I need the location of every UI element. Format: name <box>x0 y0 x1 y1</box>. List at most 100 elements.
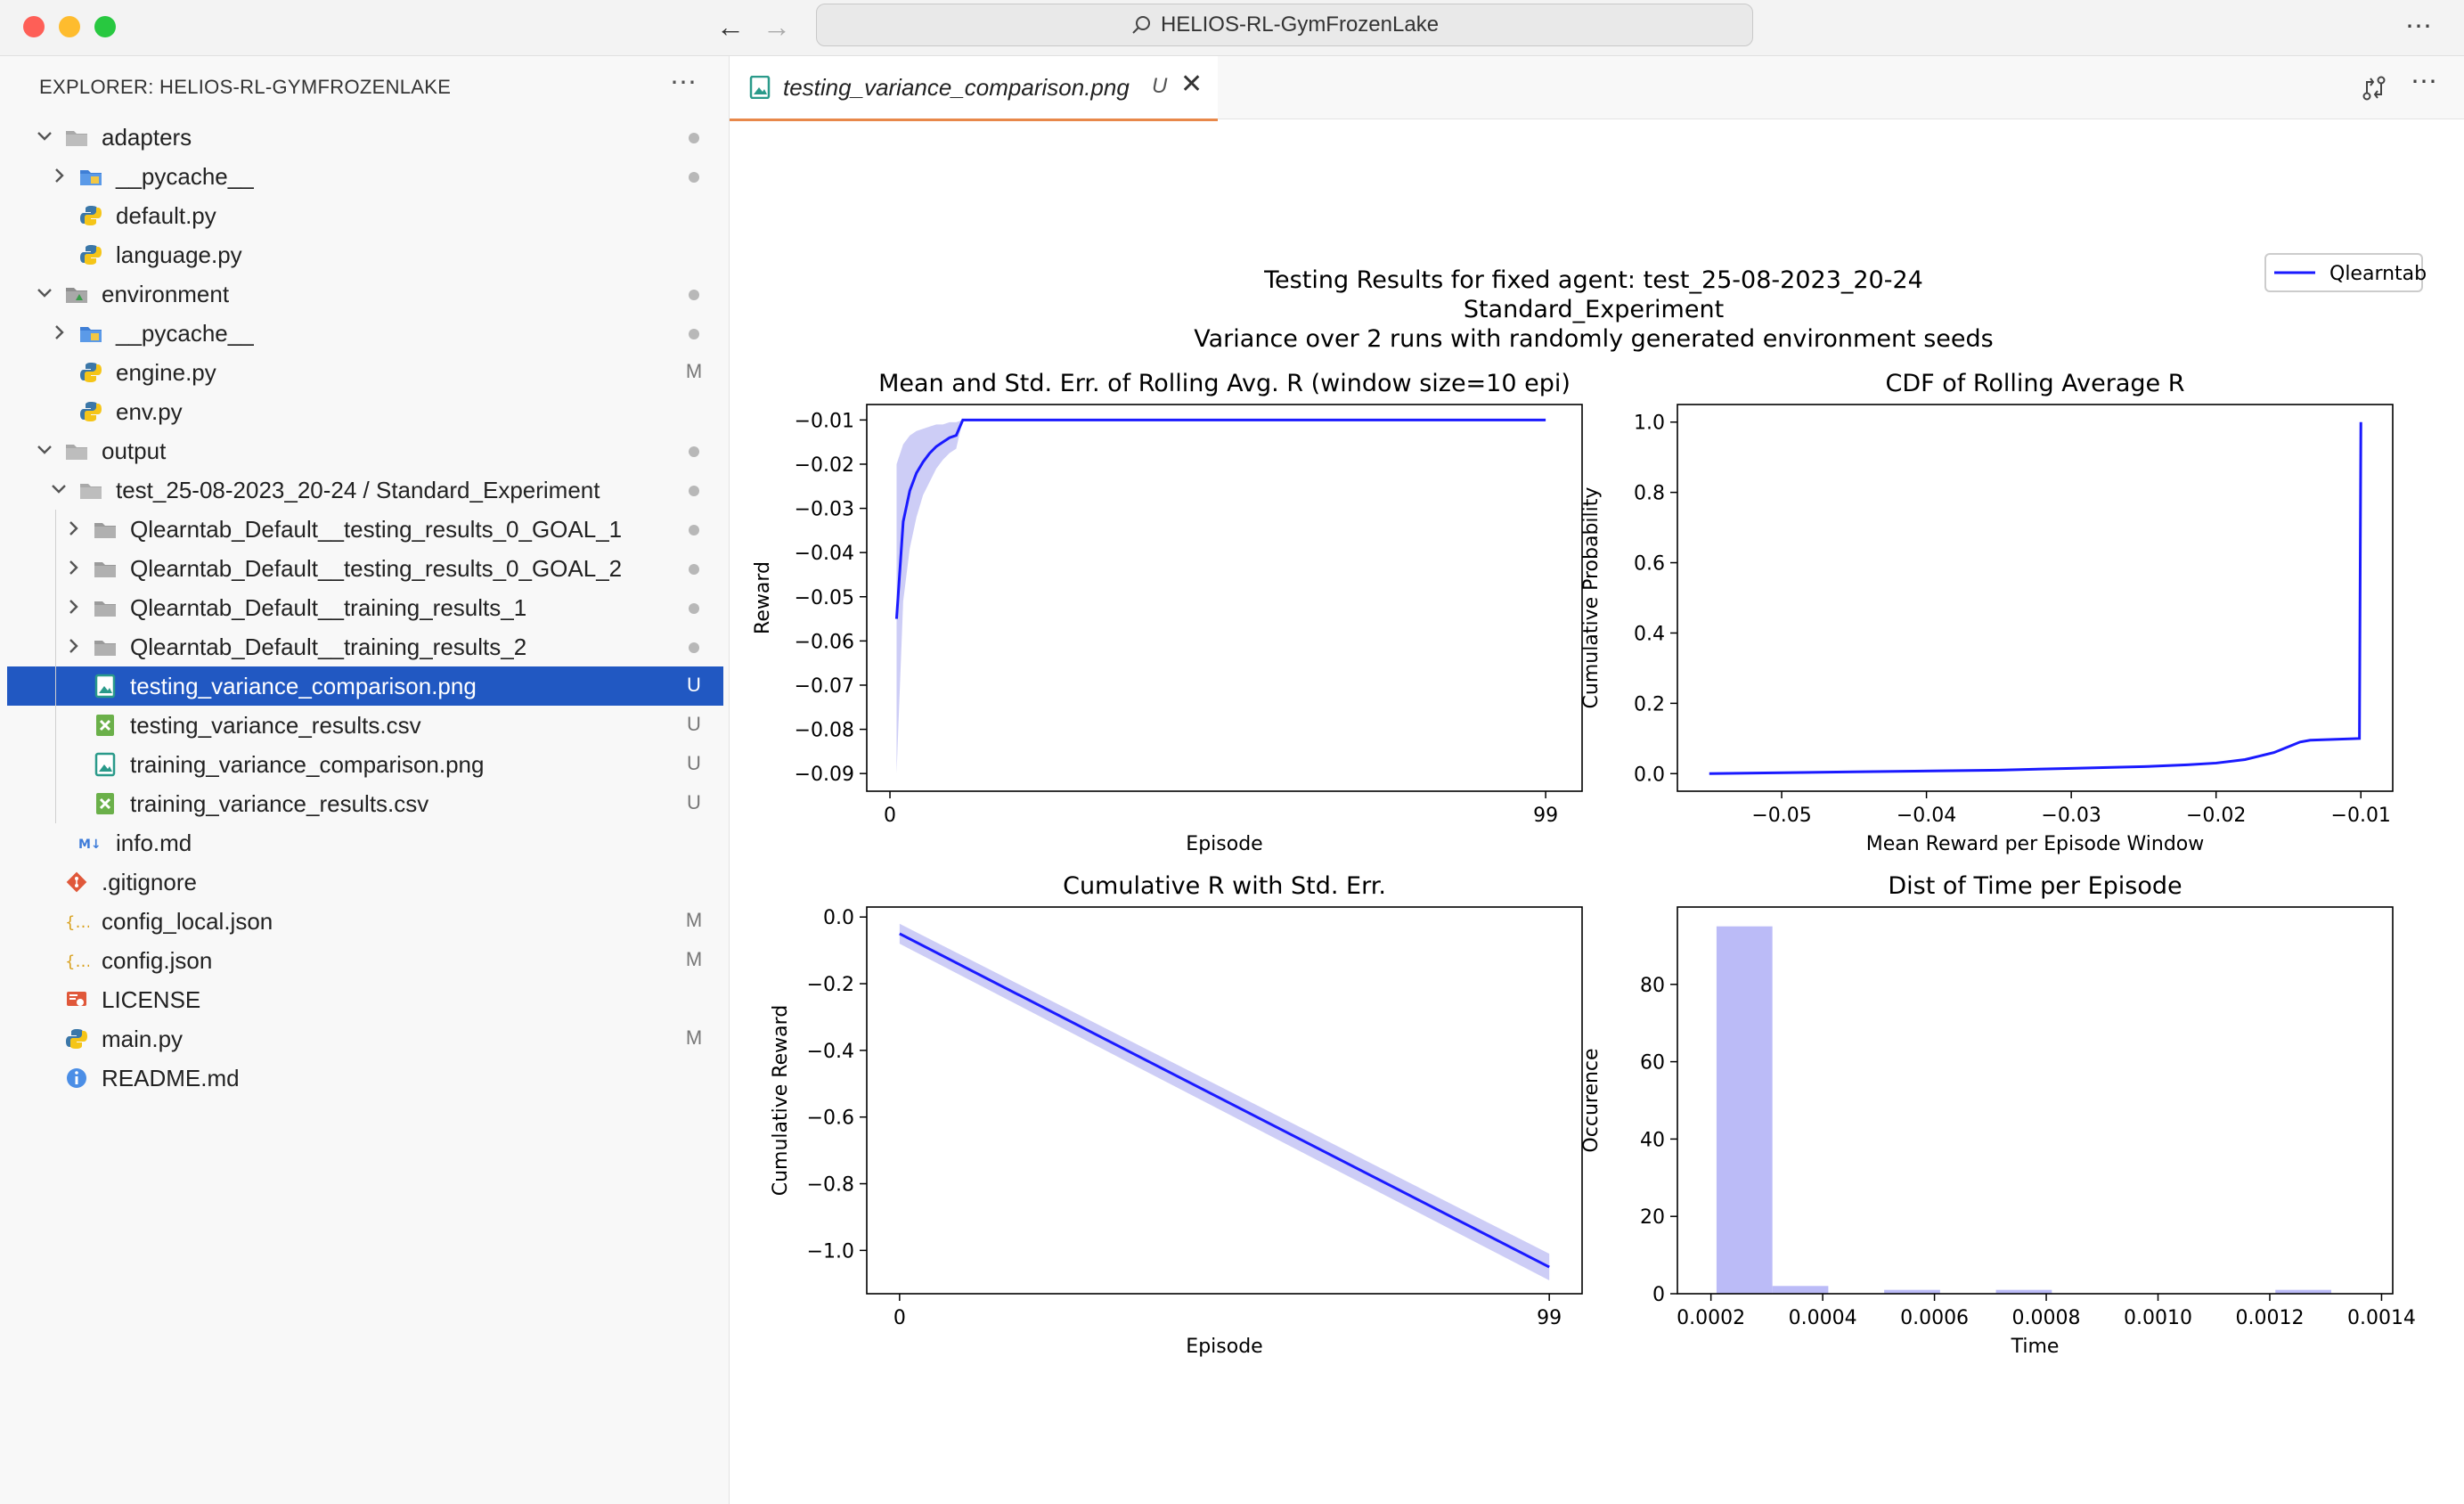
legend: Qlearntab <box>2264 253 2427 292</box>
tree-item-label: config_local.json <box>102 908 273 935</box>
folder-gray-icon <box>93 517 118 542</box>
x-tick-label: 0.0006 <box>1900 1307 1969 1329</box>
tree-item-qlearntab-default-testing-results-0-goal-1[interactable]: Qlearntab_Default__testing_results_0_GOA… <box>7 510 723 549</box>
tree-item-label: default.py <box>116 202 216 229</box>
svg-text:M↓: M↓ <box>78 838 102 852</box>
y-tick-label: −0.07 <box>795 675 854 698</box>
chevron-down-icon[interactable] <box>34 437 55 463</box>
y-tick-label: 0.4 <box>1634 623 1665 645</box>
x-tick-label: 0.0004 <box>1789 1307 1857 1329</box>
chevron-right-icon[interactable] <box>48 162 69 189</box>
tree-item-testing-variance-results-csv[interactable]: testing_variance_results.csv U <box>7 706 723 745</box>
tree-item-label: README.md <box>102 1065 240 1091</box>
chevron-right-icon[interactable] <box>62 633 84 659</box>
tree-item-config-local-json[interactable]: {…} config_local.json M <box>7 902 723 941</box>
close-window-button[interactable] <box>23 16 45 37</box>
tree-item-test-25-08-2023-20-24-standard-experiment[interactable]: test_25-08-2023_20-24 / Standard_Experim… <box>7 470 723 510</box>
tree-item-license[interactable]: LICENSE <box>7 980 723 1019</box>
histogram-bar <box>1716 926 1773 1294</box>
tree-item-label: info.md <box>116 830 192 856</box>
x-tick-label: 0.0012 <box>2235 1307 2304 1329</box>
x-axis-label: Time <box>2011 1336 2060 1358</box>
figure-title-line-1: Testing Results for fixed agent: test_25… <box>1263 266 1923 294</box>
legend-label: Qlearntab <box>2329 263 2427 285</box>
tree-item-label: output <box>102 437 167 464</box>
csv-file-icon <box>93 791 118 816</box>
x-tick-label: −0.01 <box>2331 805 2391 827</box>
tree-item-qlearntab-default-training-results-2[interactable]: Qlearntab_Default__training_results_2 <box>7 627 723 666</box>
y-tick-label: −0.4 <box>807 1041 854 1063</box>
command-center-search[interactable]: HELIOS-RL-GymFrozenLake <box>816 4 1753 46</box>
folder-blue-icon <box>78 164 103 189</box>
y-axis-label: Reward <box>752 561 774 634</box>
chevron-right-icon[interactable] <box>62 515 84 542</box>
tree-item-main-py[interactable]: main.py M <box>7 1019 723 1059</box>
more-icon[interactable]: ⋯ <box>670 68 697 97</box>
tab-status: U <box>1152 74 1168 98</box>
tree-item-readme-md[interactable]: README.md <box>7 1059 723 1098</box>
python-icon <box>78 360 103 385</box>
search-icon <box>1132 16 1150 34</box>
tree-item-pycache[interactable]: __pycache__ <box>7 157 723 196</box>
tree-item-label: engine.py <box>116 359 216 386</box>
chevron-right-icon[interactable] <box>48 319 69 346</box>
tree-item-env-py[interactable]: env.py <box>7 392 723 431</box>
tree-item-training-variance-results-csv[interactable]: training_variance_results.csv U <box>7 784 723 823</box>
chevron-down-icon[interactable] <box>34 123 55 150</box>
tree-item-environment[interactable]: environment <box>7 274 723 314</box>
y-tick-label: 0.0 <box>1634 764 1665 786</box>
tree-item-default-py[interactable]: default.py <box>7 196 723 235</box>
tree-item-label: env.py <box>116 398 183 425</box>
y-tick-label: 0.2 <box>1634 693 1665 715</box>
x-tick-label: 99 <box>1533 805 1558 827</box>
folder-changes-dot <box>689 564 699 575</box>
tree-item-adapters[interactable]: adapters <box>7 118 723 157</box>
tree-item-pycache[interactable]: __pycache__ <box>7 314 723 353</box>
back-arrow-icon[interactable]: ← <box>716 11 745 43</box>
chevron-right-icon[interactable] <box>62 593 84 620</box>
tab-testing-variance-comparison[interactable]: testing_variance_comparison.png U ✕ <box>730 56 1218 121</box>
tree-item-info-md[interactable]: M↓ info.md <box>7 823 723 862</box>
tree-item-qlearntab-default-testing-results-0-goal-2[interactable]: Qlearntab_Default__testing_results_0_GOA… <box>7 549 723 588</box>
tree-item-label: environment <box>102 281 230 307</box>
folder-changes-dot <box>689 486 699 496</box>
more-icon[interactable]: ⋯ <box>2411 67 2437 96</box>
tree-item-label: Qlearntab_Default__testing_results_0_GOA… <box>130 516 623 543</box>
markdown-icon: M↓ <box>78 830 103 855</box>
x-tick-label: −0.04 <box>1897 805 1956 827</box>
tree-item-engine-py[interactable]: engine.py M <box>7 353 723 392</box>
histogram-bar <box>2275 1289 2331 1294</box>
tree-item-testing-variance-comparison-png[interactable]: testing_variance_comparison.png U <box>7 666 723 706</box>
more-icon[interactable]: ⋯ <box>2405 12 2432 41</box>
y-tick-label: 0.0 <box>823 907 854 929</box>
minimize-window-button[interactable] <box>59 16 80 37</box>
chevron-down-icon[interactable] <box>34 280 55 307</box>
tree-item-qlearntab-default-training-results-1[interactable]: Qlearntab_Default__training_results_1 <box>7 588 723 627</box>
close-icon[interactable]: ✕ <box>1180 69 1203 99</box>
tree-item-language-py[interactable]: language.py <box>7 235 723 274</box>
tree-item-gitignore[interactable]: .gitignore <box>7 862 723 902</box>
folder-icon <box>64 125 89 150</box>
x-tick-label: 0.0008 <box>2012 1307 2081 1329</box>
y-axis-label: Cumulative Probability <box>1580 487 1603 709</box>
tree-item-label: training_variance_results.csv <box>130 790 429 817</box>
image-file-icon <box>93 674 118 699</box>
axes-frame <box>1677 906 2394 1295</box>
chevron-right-icon[interactable] <box>62 554 84 581</box>
x-tick-label: 0 <box>893 1307 906 1329</box>
open-changes-icon[interactable] <box>2361 75 2387 102</box>
tree-item-training-variance-comparison-png[interactable]: training_variance_comparison.png U <box>7 745 723 784</box>
forward-arrow-icon[interactable]: → <box>763 11 791 43</box>
zoom-window-button[interactable] <box>94 16 116 37</box>
y-tick-label: 1.0 <box>1634 413 1665 435</box>
tree-item-label: .gitignore <box>102 869 197 895</box>
subplot-title: Dist of Time per Episode <box>1888 872 2182 900</box>
y-tick-label: 0.6 <box>1634 553 1665 576</box>
tree-item-config-json[interactable]: {…} config.json M <box>7 941 723 980</box>
chevron-down-icon[interactable] <box>48 476 69 503</box>
explorer-sidebar: EXPLORER: HELIOS-RL-GYMFROZENLAKE ⋯ adap… <box>0 56 730 1504</box>
tree-item-label: __pycache__ <box>116 320 254 347</box>
subplot-title: CDF of Rolling Average R <box>1886 370 2185 397</box>
tree-item-output[interactable]: output <box>7 431 723 470</box>
tree-item-label: testing_variance_results.csv <box>130 712 421 739</box>
